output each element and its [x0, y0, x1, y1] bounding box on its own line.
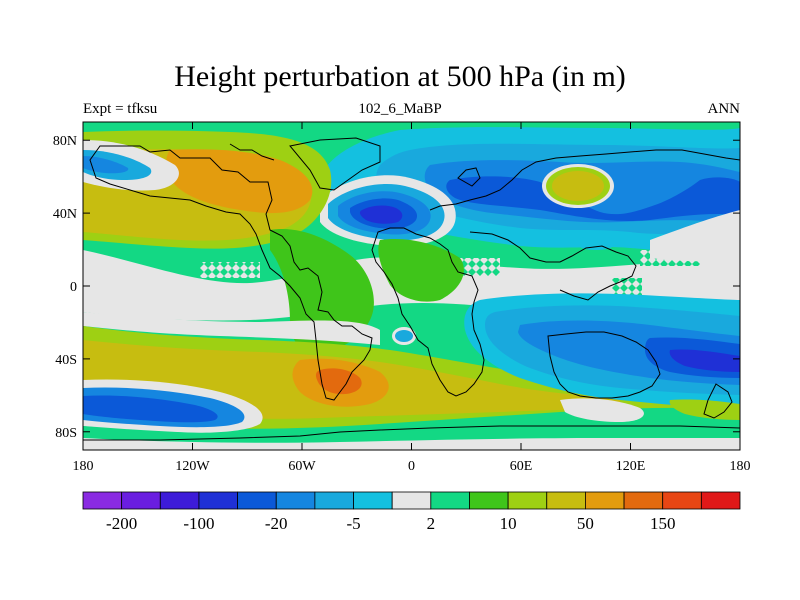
plot-title: Height perturbation at 500 hPa (in m) [174, 60, 626, 93]
colorbar-label: 2 [427, 514, 436, 533]
lon-tick-label: 60E [510, 459, 533, 474]
colorbar-swatch [585, 491, 625, 510]
colorbar-label: -100 [183, 514, 214, 533]
colorbar-swatch [121, 491, 161, 510]
colorbar-swatch [469, 491, 509, 510]
colorbar-label: -200 [106, 514, 137, 533]
colorbar-swatch [430, 491, 470, 510]
latitude-axis: 80N 40N 0 40S 80S [53, 134, 740, 441]
colorbar-swatch [237, 491, 277, 510]
colorbar-swatch [546, 491, 586, 510]
colorbar-swatch [507, 491, 548, 510]
coastlines [83, 137, 740, 441]
lon-tick-label: 180 [730, 459, 751, 474]
colorbar-label: -5 [346, 514, 360, 533]
colorbar-swatch [159, 491, 200, 510]
lon-tick-label: 180 [73, 459, 94, 474]
colorbar-swatch [662, 491, 702, 510]
colorbar-swatch [700, 491, 741, 510]
colorbar-label: 10 [500, 514, 517, 533]
experiment-label: Expt = tfksu [83, 101, 158, 117]
lon-tick-label: 120W [175, 459, 210, 474]
contour-field [83, 122, 740, 450]
lon-tick-label: 120E [616, 459, 646, 474]
colorbar-label: 50 [577, 514, 594, 533]
lon-tick-label: 60W [288, 459, 316, 474]
colorbar-swatch [623, 491, 664, 510]
lon-tick-label: 0 [408, 459, 415, 474]
lat-tick-label: 80N [53, 134, 77, 149]
colorbar: -200 -100 -20 -5 2 10 50 150 [82, 491, 741, 533]
colorbar-swatch [275, 491, 316, 510]
colorbar-label: -20 [265, 514, 288, 533]
lat-tick-label: 40S [55, 353, 77, 368]
colorbar-swatch [314, 491, 354, 510]
colorbar-swatch [198, 491, 238, 510]
longitude-axis: 180 120W 60W 0 60E 120E 180 [73, 122, 751, 474]
case-label: 102_6_MaBP [358, 101, 442, 117]
colorbar-swatch [353, 491, 393, 510]
colorbar-swatch [82, 491, 123, 510]
colorbar-label: 150 [650, 514, 676, 533]
colorbar-swatch [391, 491, 432, 510]
lat-tick-label: 40N [53, 207, 77, 222]
lat-tick-label: 0 [70, 280, 77, 295]
lat-tick-label: 80S [55, 426, 77, 441]
season-label: ANN [707, 101, 741, 117]
